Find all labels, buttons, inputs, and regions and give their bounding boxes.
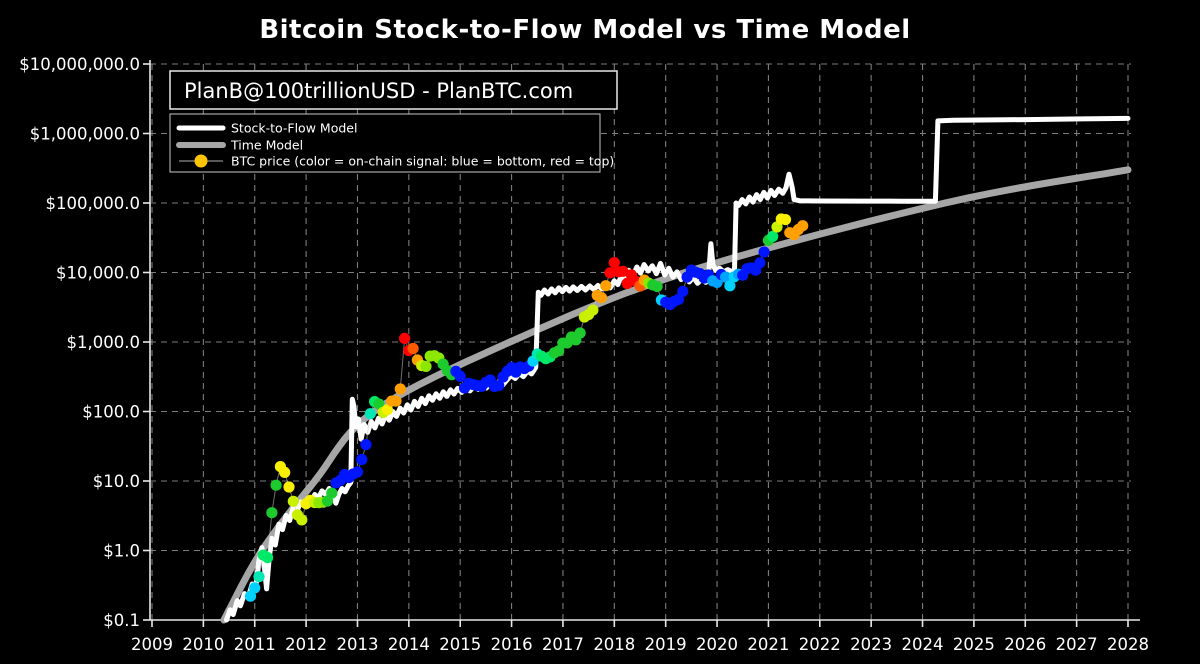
y-tick-label: $10.0: [93, 472, 140, 491]
btc-price-dot: [595, 292, 608, 304]
axes: $10,000,000.0 $1,000,000.0 $100,000.0 $10,0…: [19, 55, 1149, 654]
btc-price-dot: [724, 280, 736, 292]
btc-price-dot: [574, 327, 586, 339]
btc-price-dot: [394, 383, 406, 395]
btc-price-dot: [420, 360, 432, 372]
btc-price-dot: [677, 285, 689, 297]
series-lines: [220, 115, 1132, 624]
x-tick-label: 2018: [593, 635, 635, 654]
btc-price-dot: [758, 246, 770, 258]
btc-price-dot: [651, 280, 663, 292]
x-tick-label: 2013: [336, 635, 378, 654]
btc-price-dot: [249, 582, 261, 594]
x-tick-label: 2011: [234, 635, 276, 654]
y-tick-label: $100.0: [82, 403, 140, 422]
btc-price-dot: [253, 571, 265, 583]
btc-price-dot: [326, 487, 338, 499]
x-tick-label: 2016: [491, 635, 533, 654]
btc-price-dot: [407, 342, 419, 355]
x-tick-label: 2025: [953, 635, 995, 654]
x-tick-label: 2015: [439, 635, 481, 654]
btc-price-dot: [754, 257, 766, 269]
btc-price-dot: [767, 230, 779, 242]
x-tick-label: 2020: [696, 635, 738, 654]
btc-price-dot: [493, 380, 505, 392]
btc-price-dot: [779, 214, 792, 226]
x-tick-label: 2019: [645, 635, 687, 654]
legend-swatch-btc-dot: [194, 154, 208, 168]
x-tick-label: 2017: [542, 635, 584, 654]
stock-to-flow-line: [224, 115, 1131, 623]
legend-label-btc-price: BTC price (color = on-chain signal: blue…: [231, 154, 614, 169]
btc-price-dot: [266, 507, 278, 519]
x-tick-label: 2023: [850, 635, 892, 654]
legend-label-s2f: Stock-to-Flow Model: [231, 121, 357, 136]
btc-price-dot: [351, 466, 364, 478]
btc-price-dot: [244, 590, 257, 602]
btc-price-dot: [356, 453, 368, 466]
btc-price-dot: [720, 271, 732, 283]
y-tick-label: $1,000.0: [67, 333, 140, 352]
y-tick-label: $1,000,000.0: [30, 125, 140, 144]
btc-price-dot: [600, 280, 612, 292]
y-tick-label: $1.0: [103, 542, 140, 561]
legend-label-time-model: Time Model: [230, 138, 303, 153]
y-tick-label: $10,000.0: [56, 264, 140, 283]
x-tick-label: 2027: [1056, 635, 1098, 654]
time-model-line: [220, 166, 1132, 624]
btc-price-dot: [797, 220, 809, 232]
legend-border: [169, 113, 601, 173]
x-tick-label: 2014: [388, 635, 430, 654]
btc-price-dot: [381, 404, 393, 416]
x-tick-label: 2022: [799, 635, 841, 654]
btc-price-dot: [621, 277, 633, 289]
btc-price-dot: [296, 514, 308, 526]
btc-price-dot: [390, 395, 402, 407]
watermark-border: [169, 70, 618, 110]
x-tick-label: 2026: [1004, 635, 1046, 654]
y-tick-label: $10,000,000.0: [19, 55, 140, 74]
x-tick-label: 2021: [747, 635, 789, 654]
btc-price-dot: [373, 398, 385, 410]
legend: Stock-to-Flow Model Time Model BTC price…: [169, 113, 614, 173]
btc-price-dot: [399, 332, 411, 344]
btc-price-dot: [287, 495, 299, 507]
btc-price-dot: [454, 370, 466, 382]
btc-price-dot: [360, 439, 372, 451]
btc-price-dot: [364, 408, 376, 420]
watermark-box: PlanB@100trillionUSD - PlanBTC.com: [169, 70, 618, 110]
btc-price-dot: [262, 552, 274, 564]
y-tick-label: $0.1: [103, 611, 140, 630]
btc-price-dot: [587, 304, 599, 316]
btc-price-dot: [608, 257, 620, 269]
btc-price-dot: [270, 479, 282, 491]
btc-price-dot: [604, 267, 616, 279]
btc-price-dot: [617, 265, 629, 277]
x-tick-label: 2024: [902, 635, 944, 654]
watermark-text: PlanB@100trillionUSD - PlanBTC.com: [184, 79, 573, 103]
x-tick-label: 2012: [285, 635, 327, 654]
btc-price-dots: [244, 213, 809, 602]
x-tick-label: 2009: [131, 635, 173, 654]
btc-price-dot: [279, 466, 291, 478]
chart-title: Bitcoin Stock-to-Flow Model vs Time Mode…: [259, 15, 910, 45]
x-tick-label: 2010: [182, 635, 224, 654]
btc-price-dot: [283, 481, 295, 493]
x-tick-label: 2028: [1107, 635, 1149, 654]
y-tick-label: $100,000.0: [46, 194, 140, 213]
